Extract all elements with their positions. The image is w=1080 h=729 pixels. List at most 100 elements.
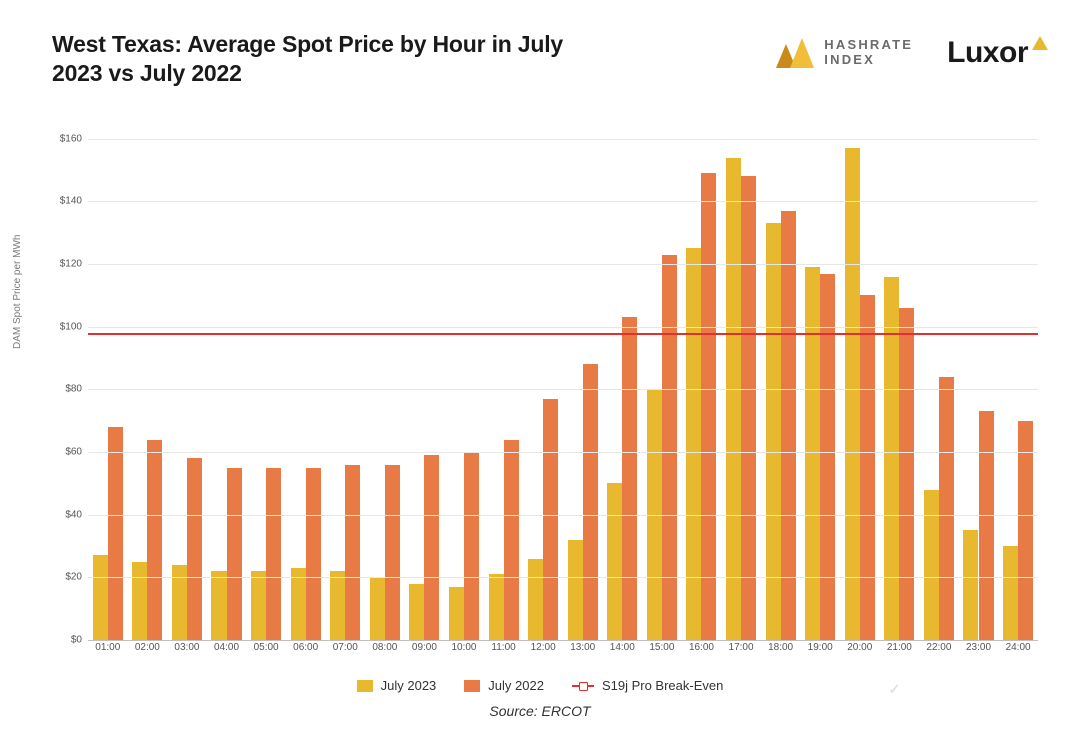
legend-item-breakeven: S19j Pro Break-Even [572, 678, 723, 693]
bar-2023 [93, 555, 108, 640]
x-tick-label: 04:00 [207, 642, 247, 662]
x-tick-label: 22:00 [919, 642, 959, 662]
legend-label-breakeven: S19j Pro Break-Even [602, 678, 723, 693]
bar-2023 [1003, 546, 1018, 640]
bar-2022 [662, 255, 677, 640]
bar-group [800, 108, 840, 641]
y-axis-ticks: $0$20$40$60$80$100$120$140$160 [32, 108, 88, 641]
bar-group [484, 108, 524, 641]
bar-2023 [726, 158, 741, 640]
y-tick-label: $20 [65, 572, 82, 583]
x-tick-label: 19:00 [800, 642, 840, 662]
gridline [88, 452, 1038, 453]
bar-group [998, 108, 1038, 641]
bar-2022 [306, 468, 321, 640]
bar-2022 [504, 440, 519, 640]
hashrate-index-line2: INDEX [824, 53, 913, 68]
bar-2023 [251, 571, 266, 640]
bar-2022 [187, 458, 202, 640]
luxor-icon [1032, 36, 1048, 50]
x-tick-label: 24:00 [998, 642, 1038, 662]
bar-2022 [108, 427, 123, 640]
bar-group [880, 108, 920, 641]
x-tick-label: 02:00 [128, 642, 168, 662]
bar-2022 [701, 173, 716, 640]
x-tick-label: 05:00 [246, 642, 286, 662]
bar-group [325, 108, 365, 641]
chart-card: West Texas: Average Spot Price by Hour i… [0, 0, 1080, 729]
legend-swatch-2023 [357, 680, 373, 692]
bar-group [207, 108, 247, 641]
gridline [88, 577, 1038, 578]
hashrate-index-wordmark: HASHRATE INDEX [824, 38, 913, 68]
luxor-logo: Luxor [947, 36, 1048, 70]
bar-2022 [899, 308, 914, 640]
y-tick-label: $120 [60, 259, 82, 270]
watermark-text: Hashrate Index [914, 678, 1050, 701]
bar-2022 [464, 452, 479, 640]
watermark: ✓ Hashrate Index [882, 677, 1050, 701]
bar-group [405, 108, 445, 641]
bar-2022 [820, 274, 835, 640]
x-tick-label: 13:00 [563, 642, 603, 662]
bar-2023 [172, 565, 187, 640]
y-tick-label: $160 [60, 133, 82, 144]
bar-group [840, 108, 880, 641]
x-tick-label: 21:00 [880, 642, 920, 662]
x-axis-line [88, 640, 1038, 641]
bar-2022 [345, 465, 360, 640]
bar-2022 [860, 295, 875, 640]
x-tick-label: 07:00 [325, 642, 365, 662]
bar-group [642, 108, 682, 641]
bar-2022 [1018, 421, 1033, 640]
x-axis-ticks: 01:0002:0003:0004:0005:0006:0007:0008:00… [88, 642, 1038, 662]
bar-2022 [266, 468, 281, 640]
bar-2022 [583, 364, 598, 640]
bar-group [88, 108, 128, 641]
bar-group [721, 108, 761, 641]
bar-2023 [211, 571, 226, 640]
x-tick-label: 03:00 [167, 642, 207, 662]
bar-2022 [543, 399, 558, 640]
bar-2022 [227, 468, 242, 640]
bar-2022 [781, 211, 796, 640]
x-tick-label: 10:00 [444, 642, 484, 662]
y-tick-label: $40 [65, 509, 82, 520]
bar-group [246, 108, 286, 641]
bar-group [128, 108, 168, 641]
gridline [88, 139, 1038, 140]
bar-group [365, 108, 405, 641]
x-tick-label: 17:00 [721, 642, 761, 662]
bar-2023 [409, 584, 424, 640]
legend-label-2023: July 2023 [381, 678, 437, 693]
bars-container [88, 108, 1038, 641]
gridline [88, 264, 1038, 265]
bar-2022 [939, 377, 954, 640]
header: West Texas: Average Spot Price by Hour i… [24, 30, 1056, 94]
bar-group [286, 108, 326, 641]
y-tick-label: $60 [65, 447, 82, 458]
legend-item-2022: July 2022 [464, 678, 544, 693]
bar-2023 [291, 568, 306, 640]
gridline [88, 515, 1038, 516]
x-tick-label: 08:00 [365, 642, 405, 662]
chart-title: West Texas: Average Spot Price by Hour i… [52, 30, 572, 88]
x-tick-label: 06:00 [286, 642, 326, 662]
bar-2023 [805, 267, 820, 640]
logo-row: HASHRATE INDEX Luxor [776, 30, 1048, 70]
bar-2023 [963, 530, 978, 640]
bar-2023 [449, 587, 464, 640]
legend-label-2022: July 2022 [488, 678, 544, 693]
x-tick-label: 20:00 [840, 642, 880, 662]
bar-group [167, 108, 207, 641]
bar-2022 [147, 440, 162, 640]
gridline [88, 389, 1038, 390]
bar-2022 [741, 176, 756, 640]
x-tick-label: 15:00 [642, 642, 682, 662]
legend-swatch-2022 [464, 680, 480, 692]
bar-group [959, 108, 999, 641]
x-tick-label: 18:00 [761, 642, 801, 662]
x-tick-label: 23:00 [959, 642, 999, 662]
bar-2022 [385, 465, 400, 640]
hashrate-index-logo: HASHRATE INDEX [776, 38, 913, 68]
